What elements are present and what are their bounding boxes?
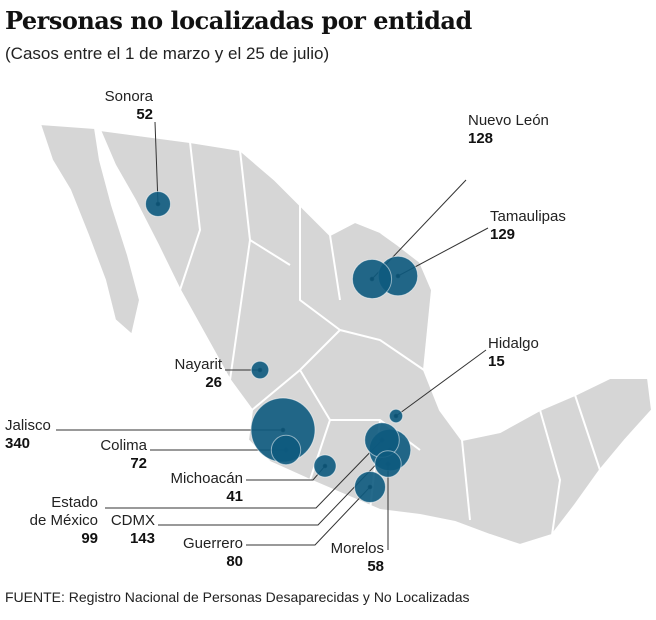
bubble-nuevo-león xyxy=(351,258,393,300)
bubble-guerrero xyxy=(354,471,386,503)
leader-line-estado-de-mexico xyxy=(105,439,383,509)
state-value-morelos: 58 xyxy=(367,558,384,575)
state-value-colima: 72 xyxy=(130,455,147,472)
state-name-sonora: Sonora xyxy=(105,88,154,105)
state-value-guerrero: 80 xyxy=(226,553,243,570)
state-value-sonora: 52 xyxy=(136,106,153,123)
leader-line-hidalgo xyxy=(395,349,487,417)
state-name-tamaulipas: Tamaulipas xyxy=(490,208,566,225)
state-name-michoacan: Michoacán xyxy=(170,470,243,487)
state-value-hidalgo: 15 xyxy=(488,353,505,370)
bubble-morelos xyxy=(374,450,402,478)
bubbles xyxy=(145,191,419,503)
state-name-colima: Colima xyxy=(100,437,147,454)
state-value-michoacan: 41 xyxy=(226,488,243,505)
state-value-nayarit: 26 xyxy=(205,374,222,391)
state-value-estado-de-mexico: 99 xyxy=(81,530,98,547)
baja-california xyxy=(38,122,142,337)
state-name-hidalgo: Hidalgo xyxy=(488,335,539,352)
state-value-cdmx: 143 xyxy=(130,530,155,547)
state-borders xyxy=(179,141,601,536)
bubble-nayarit xyxy=(250,360,270,380)
state-name-nuevo-leon: Nuevo León xyxy=(468,112,549,129)
subtitle: (Casos entre el 1 de marzo y el 25 de ju… xyxy=(5,44,330,63)
leader-line-sonora xyxy=(154,121,159,205)
title: Personas no localizadas por entidad xyxy=(5,6,472,35)
state-value-tamaulipas: 129 xyxy=(490,226,515,243)
state-value-nuevo-leon: 128 xyxy=(468,130,493,147)
state-name-morelos: Morelos xyxy=(331,540,384,557)
state-name-cdmx: CDMX xyxy=(111,512,155,529)
bubble-sonora xyxy=(145,191,171,217)
bubble-hidalgo xyxy=(388,408,404,424)
state-name-guerrero: Guerrero xyxy=(183,535,243,552)
state-name-nayarit: Nayarit xyxy=(174,356,222,373)
state-name-estado-de-mexico: de México xyxy=(30,512,98,529)
state-name-estado-de-mexico: Estado xyxy=(51,494,98,511)
bubble-colima xyxy=(270,434,302,466)
leader-line-guerrero xyxy=(246,486,371,546)
state-value-jalisco: 340 xyxy=(5,435,30,452)
mexico-map-shape xyxy=(38,122,654,547)
state-name-jalisco: Jalisco xyxy=(5,417,51,434)
source-note: FUENTE: Registro Nacional de Personas De… xyxy=(5,589,470,605)
mainland xyxy=(98,128,654,547)
bubble-michoacán xyxy=(313,454,337,478)
